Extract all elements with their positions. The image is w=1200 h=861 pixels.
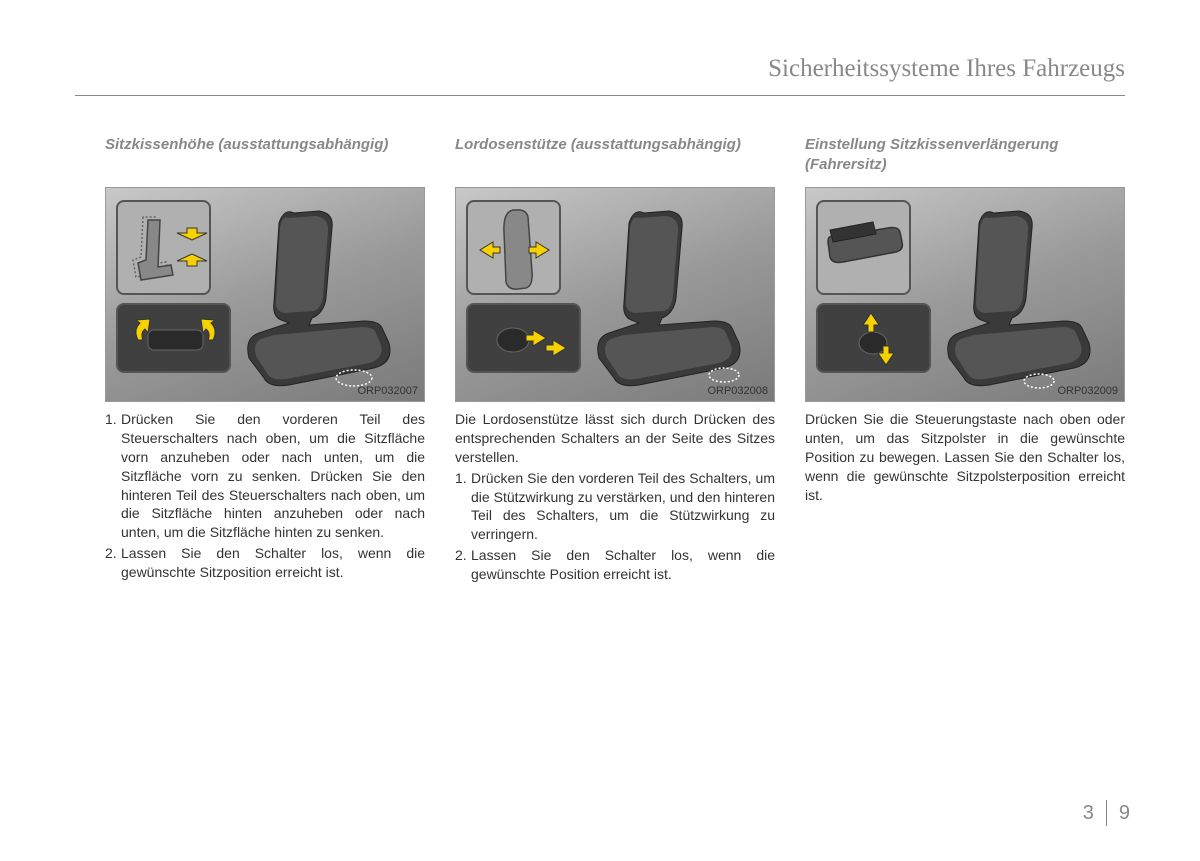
- chapter-number: 3: [1083, 802, 1104, 825]
- seat-illustration: [934, 203, 1114, 393]
- intro-text: Drücken Sie die Steuerungstaste nach obe…: [805, 410, 1125, 504]
- figure-code: ORP032008: [707, 385, 768, 397]
- figure-cushion-ext: ORP032009: [805, 187, 1125, 402]
- page-number-value: 9: [1109, 802, 1130, 825]
- section-title: Lordosenstütze (ausstattungsabhängig): [455, 135, 775, 175]
- seat-illustration: [234, 203, 414, 393]
- inset-diagram-top: [816, 200, 911, 295]
- column-cushion-ext: Einstellung Sitzkissenverlängerung (Fahr…: [805, 135, 1125, 586]
- column-seat-height: Sitzkissenhöhe (ausstattungsabhängig): [105, 135, 425, 586]
- figure-seat-height: ORP032007: [105, 187, 425, 402]
- list-item: 2. Lassen Sie den Schalter los, wenn die…: [105, 544, 425, 582]
- page-number: 3 9: [1083, 800, 1130, 826]
- page-divider: [1106, 800, 1107, 826]
- section-title: Einstellung Sitzkissenverlängerung (Fahr…: [805, 135, 1125, 175]
- body-text: Die Lordosenstütze lässt sich durch Drüc…: [455, 410, 775, 584]
- list-item: 2. Lassen Sie den Schalter los, wenn die…: [455, 546, 775, 584]
- list-item: 1. Drücken Sie den vorderen Teil des Sch…: [455, 469, 775, 545]
- inset-diagram-top: [466, 200, 561, 295]
- column-lumbar: Lordosenstütze (ausstattungsabhängig): [455, 135, 775, 586]
- inset-control-bottom: [816, 303, 931, 373]
- content-columns: Sitzkissenhöhe (ausstattungsabhängig): [105, 135, 1125, 586]
- inset-control-bottom: [466, 303, 581, 373]
- section-title: Sitzkissenhöhe (ausstattungsabhängig): [105, 135, 425, 175]
- figure-lumbar: ORP032008: [455, 187, 775, 402]
- header-rule: [75, 95, 1125, 96]
- page-header-title: Sicherheitssysteme Ihres Fahrzeugs: [768, 55, 1125, 83]
- seat-illustration: [584, 203, 764, 393]
- body-text: Drücken Sie die Steuerungstaste nach obe…: [805, 410, 1125, 504]
- figure-code: ORP032007: [357, 385, 418, 397]
- list-item: 1. Drücken Sie den vorderen Teil des Ste…: [105, 410, 425, 542]
- intro-text: Die Lordosenstütze lässt sich durch Drüc…: [455, 410, 775, 467]
- figure-code: ORP032009: [1057, 385, 1118, 397]
- inset-control-bottom: [116, 303, 231, 373]
- inset-diagram-top: [116, 200, 211, 295]
- body-text: 1. Drücken Sie den vorderen Teil des Ste…: [105, 410, 425, 582]
